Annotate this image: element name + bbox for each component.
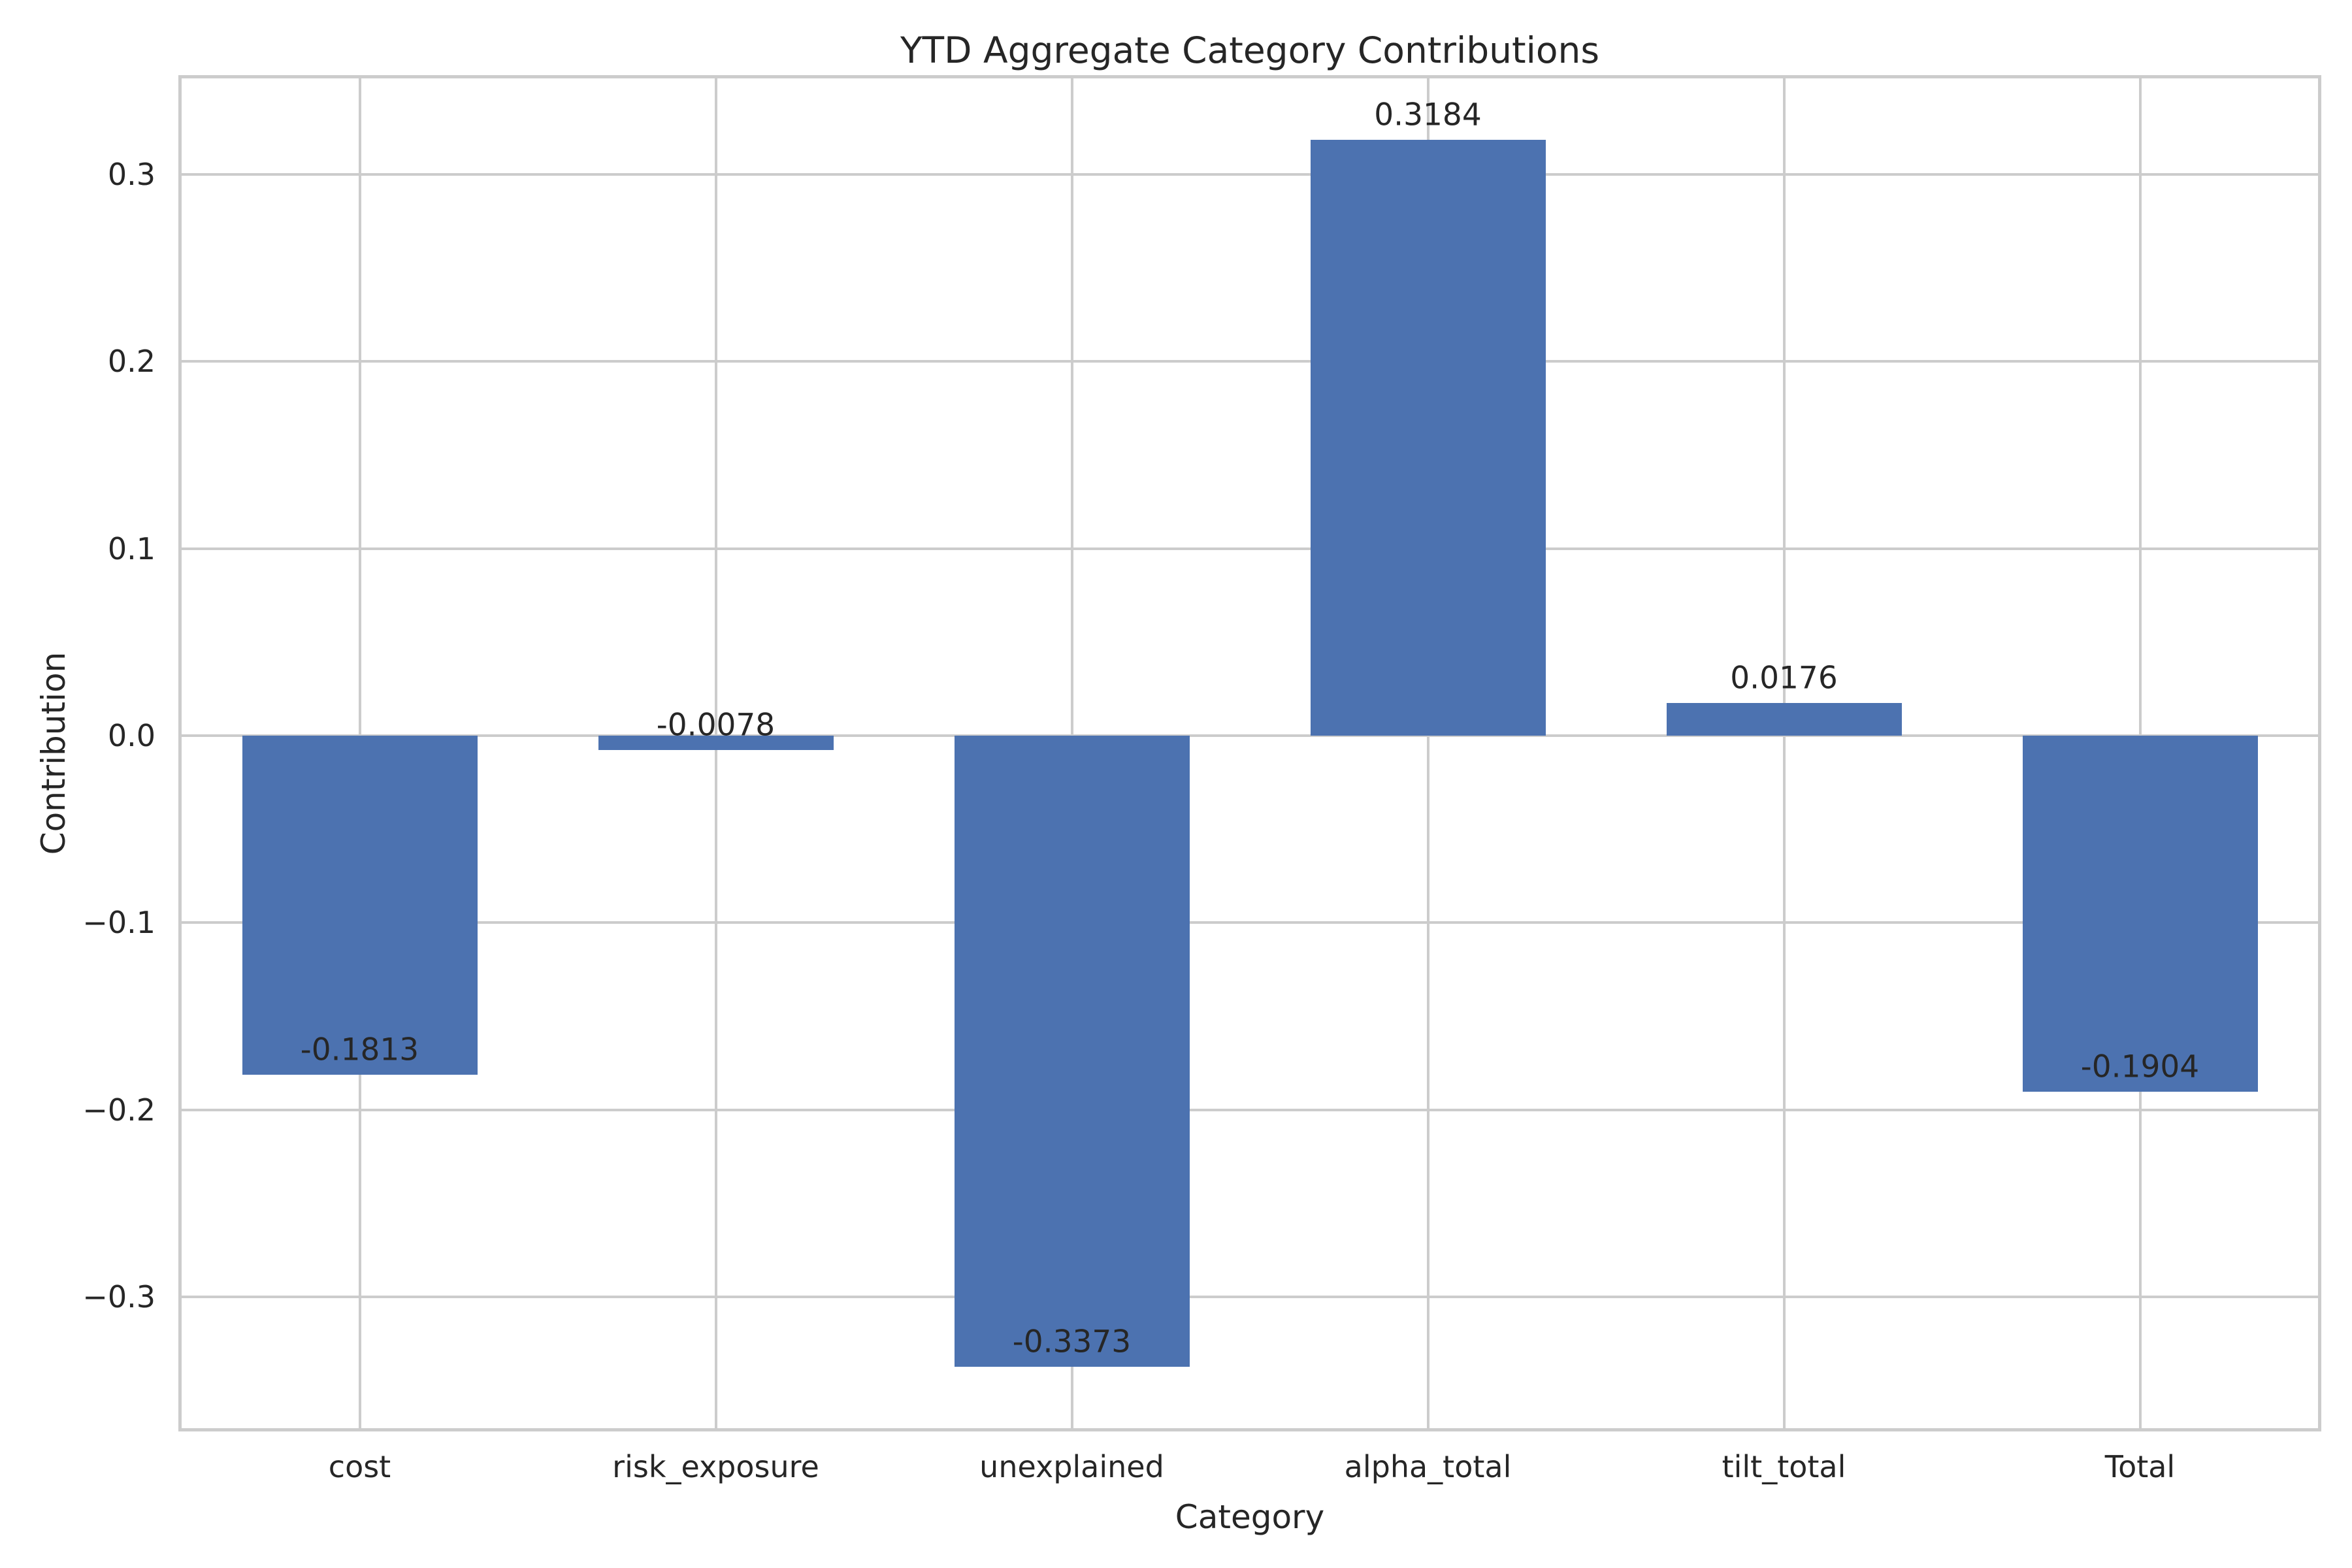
y-tick-label: −0.2	[82, 1092, 155, 1128]
gridline-horizontal	[182, 1296, 2318, 1299]
x-tick-label: unexplained	[979, 1449, 1164, 1484]
bar-value-label: -0.0078	[656, 707, 776, 743]
chart-title: YTD Aggregate Category Contributions	[900, 29, 1600, 71]
bar-value-label: 0.3184	[1374, 97, 1482, 133]
bar-cost	[242, 735, 478, 1075]
bar-value-label: -0.1813	[300, 1032, 419, 1068]
gridline-vertical	[1426, 78, 1429, 1428]
plot-area: -0.1813 -0.0078 -0.3373 0.3184 0.0176 -0.1904	[178, 75, 2321, 1431]
y-tick-label: 0.0	[107, 717, 155, 753]
gridline-horizontal	[182, 1108, 2318, 1111]
gridline-vertical	[714, 78, 717, 1428]
x-tick-label: tilt_total	[1722, 1449, 1846, 1484]
bar-Total	[2022, 735, 2258, 1092]
gridline-horizontal	[182, 172, 2318, 176]
gridline-horizontal	[182, 547, 2318, 550]
y-tick-label: 0.1	[107, 531, 155, 566]
y-tick-label: 0.2	[107, 344, 155, 380]
bar-tilt_total	[1666, 702, 1902, 736]
bar-risk_exposure	[598, 735, 834, 751]
y-tick-label: −0.3	[82, 1279, 155, 1315]
bar-alpha_total	[1310, 139, 1546, 736]
gridline-vertical	[1782, 78, 1786, 1428]
y-axis-label: Contribution	[35, 651, 73, 855]
gridline-horizontal	[182, 921, 2318, 924]
bar-unexplained	[954, 735, 1190, 1367]
y-tick-label: 0.3	[107, 156, 155, 192]
x-tick-label: alpha_total	[1344, 1449, 1512, 1484]
gridline-horizontal	[182, 360, 2318, 363]
bar-value-label: -0.3373	[1012, 1324, 1132, 1360]
axes-border	[178, 75, 2321, 1431]
x-tick-label: Total	[2104, 1449, 2176, 1484]
x-axis-label: Category	[1175, 1498, 1325, 1536]
y-tick-label: −0.1	[82, 905, 155, 941]
gridline-horizontal	[182, 734, 2318, 737]
x-tick-label: risk_exposure	[612, 1449, 819, 1484]
bar-value-label: 0.0176	[1730, 659, 1838, 696]
bar-value-label: -0.1904	[2080, 1049, 2200, 1085]
x-tick-label: cost	[328, 1449, 391, 1484]
